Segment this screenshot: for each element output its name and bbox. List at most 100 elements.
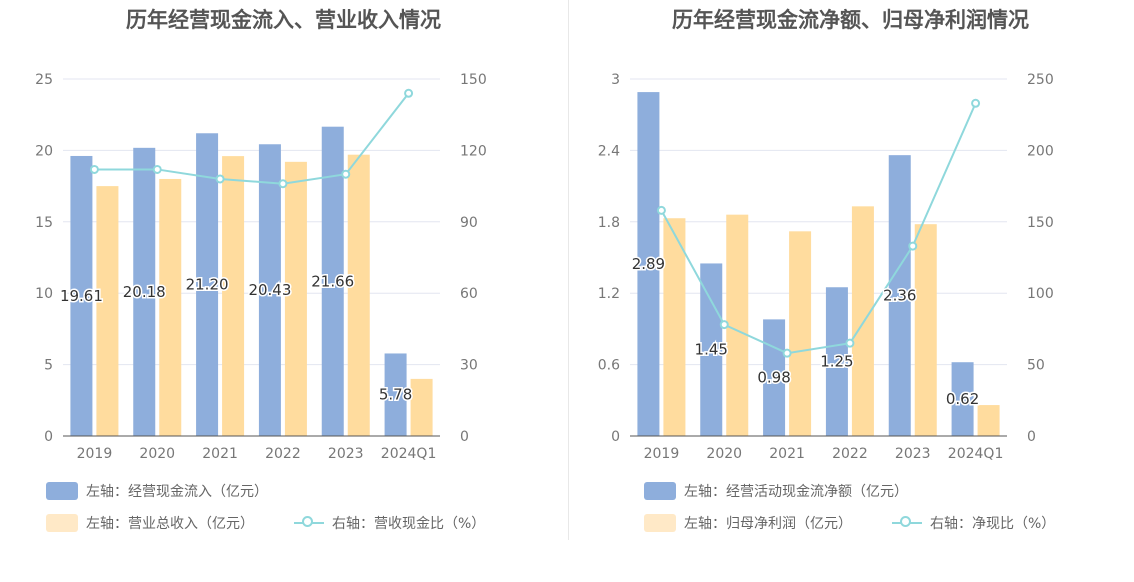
line-point-2020	[719, 320, 729, 330]
bar-2023-series1	[321, 126, 344, 437]
bar-2022-series1	[258, 144, 281, 437]
y-right-tick-label: 200	[1027, 143, 1054, 159]
y-left-tick-label: 25	[35, 72, 53, 88]
y-right-tick-label: 50	[1027, 358, 1045, 374]
legend-label: 左轴：归母净利润（亿元）	[684, 516, 852, 532]
data-label: 1.45	[695, 341, 728, 359]
line-point-2023	[908, 241, 918, 251]
y-left-tick-label: 0.6	[598, 358, 620, 374]
x-tick-label: 2024Q1	[381, 446, 437, 462]
bar-2022-series1	[825, 287, 848, 436]
bar-2019-series2	[96, 186, 119, 436]
bar-2022-series2	[851, 206, 874, 436]
y-left-tick-label: 15	[35, 215, 53, 231]
data-label: 1.25	[820, 353, 853, 371]
y-right-tick-label: 150	[460, 72, 487, 88]
line-point-2022	[278, 179, 288, 189]
data-label: 0.98	[757, 369, 790, 387]
line-point-2022	[845, 338, 855, 348]
x-tick-label: 2022	[832, 446, 868, 462]
right-chart-panel: 历年经营现金流净额、归母净利润情况 0 0.6 1.2 1.8 2.4 3 0 50 100 15…	[567, 0, 1134, 582]
x-tick-label: 2021	[769, 446, 805, 462]
bar-2023-series2	[914, 224, 937, 436]
data-label: 20.18	[123, 283, 166, 301]
legend-item-line[interactable]: 右轴：营收现金比（%）	[294, 513, 485, 533]
bar-2020-series1	[133, 147, 156, 437]
bar-2019-series2	[663, 218, 686, 436]
y-right-tick-label: 60	[460, 286, 478, 302]
legend-item-bar2[interactable]: 左轴：归母净利润（亿元）	[644, 513, 852, 533]
data-label: 21.20	[186, 276, 229, 294]
bar-2024Q1-series2	[410, 378, 433, 436]
line-series	[94, 92, 410, 185]
bar-2024Q1-series1	[384, 353, 407, 436]
data-label: 21.66	[311, 272, 354, 290]
bar-2020-series1	[700, 263, 723, 436]
legend-line-icon	[892, 514, 922, 532]
bar-2019-series1	[70, 155, 93, 437]
bar-2024Q1-series1	[951, 362, 974, 436]
legend-label: 左轴：经营活动现金流净额（亿元）	[684, 484, 908, 500]
line-point-2021	[782, 348, 792, 358]
y-left-tick-label: 10	[35, 286, 53, 302]
legend-swatch-orange	[46, 514, 78, 532]
x-tick-label: 2020	[706, 446, 742, 462]
left-chart-panel: 历年经营现金流入、营业收入情况 0 5 10 15 20 25 0 30 60 90 120 150 2…	[35, 8, 487, 533]
line-point-2019	[89, 164, 99, 174]
y-right-tick-label: 90	[460, 215, 478, 231]
chart-title: 历年经营现金流净额、归母净利润情况	[672, 8, 1029, 32]
y-left-tick-label: 0	[44, 429, 53, 445]
bar-2020-series2	[726, 214, 749, 436]
y-right-tick-label: 30	[460, 358, 478, 374]
x-tick-label: 2019	[644, 446, 680, 462]
data-label: 19.61	[60, 287, 103, 305]
data-label: 2.89	[632, 255, 665, 273]
bar-2021-series2	[789, 231, 812, 436]
line-series	[660, 102, 977, 355]
data-label: 2.36	[883, 287, 916, 305]
y-right-tick-label: 120	[460, 143, 487, 159]
data-label: 0.62	[946, 390, 979, 408]
legend-item-bar1[interactable]: 左轴：经营活动现金流净额（亿元）	[644, 481, 908, 501]
line-point-2024Q1	[404, 88, 414, 98]
y-right-tick-label: 100	[1027, 286, 1054, 302]
y-right-tick-label: 150	[1027, 215, 1054, 231]
x-tick-label: 2024Q1	[948, 446, 1004, 462]
legend-label: 左轴：经营现金流入（亿元）	[86, 484, 268, 500]
x-tick-label: 2019	[77, 446, 113, 462]
x-tick-label: 2020	[139, 446, 175, 462]
y-left-tick-label: 5	[44, 358, 53, 374]
y-left-tick-label: 1.8	[598, 215, 620, 231]
bar-2021-series1	[196, 133, 219, 436]
legend-item-bar1[interactable]: 左轴：经营现金流入（亿元）	[46, 481, 268, 501]
bar-2023-series1	[888, 155, 911, 436]
y-right-tick-label: 0	[1027, 429, 1036, 445]
legend-label: 右轴：净现比（%）	[930, 516, 1056, 532]
y-left-tick-label: 1.2	[598, 286, 620, 302]
chart-svg: 0 0.6 1.2 1.8 2.4 3 0 50 100 150 200 250 2019 2020 202…	[598, 72, 1054, 462]
legend-item-line[interactable]: 右轴：净现比（%）	[892, 513, 1055, 533]
y-right-tick-label: 0	[460, 429, 469, 445]
legend-swatch-blue	[644, 482, 676, 500]
line-point-2020	[152, 164, 162, 174]
chart-svg: 0 5 10 15 20 25 0 30 60 90 120 150 2019 2020 2021 2022 2…	[35, 72, 487, 462]
panel-divider	[568, 0, 569, 540]
y-left-tick-label: 2.4	[598, 143, 620, 159]
y-left-tick-label: 3	[611, 72, 620, 88]
legend-line-icon	[294, 514, 324, 532]
y-left-tick-label: 20	[35, 143, 53, 159]
data-label: 20.43	[248, 281, 291, 299]
bar-2024Q1-series2	[977, 405, 1000, 436]
bar-2023-series2	[347, 154, 370, 436]
y-left-tick-label: 0	[611, 429, 620, 445]
bar-2020-series2	[159, 178, 182, 436]
bar-2021-series1	[763, 319, 786, 436]
legend-label: 左轴：营业总收入（亿元）	[86, 516, 254, 532]
x-tick-label: 2023	[328, 446, 364, 462]
legend-item-bar2[interactable]: 左轴：营业总收入（亿元）	[46, 513, 254, 533]
line-point-2024Q1	[971, 98, 981, 108]
bar-2021-series2	[222, 156, 245, 436]
line-point-2021	[215, 174, 225, 184]
x-tick-label: 2022	[265, 446, 301, 462]
x-tick-label: 2023	[895, 446, 931, 462]
